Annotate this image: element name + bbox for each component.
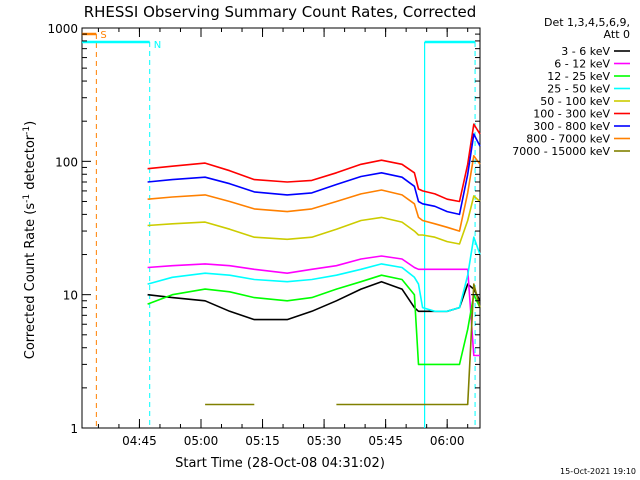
y-axis-label-sup1: -1	[22, 194, 32, 203]
legend-label-3: 12 - 25 keV	[547, 70, 610, 83]
y-axis-label: Corrected Count Rate (s-1 detector-1)	[22, 121, 38, 359]
marker-s-label: S	[100, 30, 106, 41]
plot-frame	[81, 27, 481, 429]
y-axis-label-sup2: -1	[22, 126, 32, 135]
y-tick-label-3: 100	[55, 155, 78, 169]
legend-label-9: 7000 - 15000 keV	[512, 145, 610, 158]
plot-content: SN	[82, 30, 481, 428]
series-line-3	[147, 274, 481, 366]
axes: 1 10 100 1000 04:45 05:00 05:15 05:30 05:45 06:00	[47, 22, 480, 448]
x-tick-label-6: 06:00	[430, 434, 465, 448]
legend-label-8: 800 - 7000 keV	[526, 133, 610, 146]
legend-header-2: Att 0	[604, 28, 630, 41]
x-tick-label-5: 05:45	[368, 434, 403, 448]
series-line-8	[147, 155, 481, 232]
generated-timestamp: 15-Oct-2021 19:10	[560, 467, 636, 476]
x-tick-label-2: 05:00	[184, 434, 219, 448]
legend-label-5: 50 - 100 keV	[540, 95, 610, 108]
plot-border	[81, 27, 481, 429]
y-axis-label-main: Corrected Count Rate (s	[23, 203, 38, 360]
legend-label-6: 100 - 300 keV	[533, 108, 610, 121]
marker-n-label: N	[154, 40, 161, 51]
y-tick-label-4: 1000	[47, 22, 78, 36]
x-axis-label: Start Time (28-Oct-08 04:31:02)	[175, 456, 385, 471]
y-tick-label-1: 1	[70, 422, 78, 436]
series-line-9-2	[336, 283, 481, 406]
x-tick-label-1: 04:45	[122, 434, 157, 448]
series-line-1	[147, 280, 481, 321]
series-line-2	[147, 255, 480, 357]
legend-label-7: 300 - 800 keV	[533, 120, 610, 133]
legend-header-1: Det 1,3,4,5,6,9,	[544, 16, 630, 29]
legend-label-4: 25 - 50 keV	[547, 83, 610, 96]
x-tick-label-4: 05:30	[307, 434, 342, 448]
legend-label-1: 3 - 6 keV	[561, 45, 610, 58]
legend-label-2: 6 - 12 keV	[554, 58, 610, 71]
y-axis-label-end: )	[23, 121, 38, 126]
y-tick-label-2: 10	[63, 289, 78, 303]
series-line-7	[147, 133, 481, 216]
chart-title: RHESSI Observing Summary Count Rates, Co…	[84, 3, 477, 21]
series-line-6	[147, 123, 481, 203]
series-line-4	[147, 236, 481, 313]
x-tick-label-3: 05:15	[245, 434, 280, 448]
y-axis-label-mid: detector	[23, 134, 38, 194]
series-line-5	[147, 195, 481, 245]
